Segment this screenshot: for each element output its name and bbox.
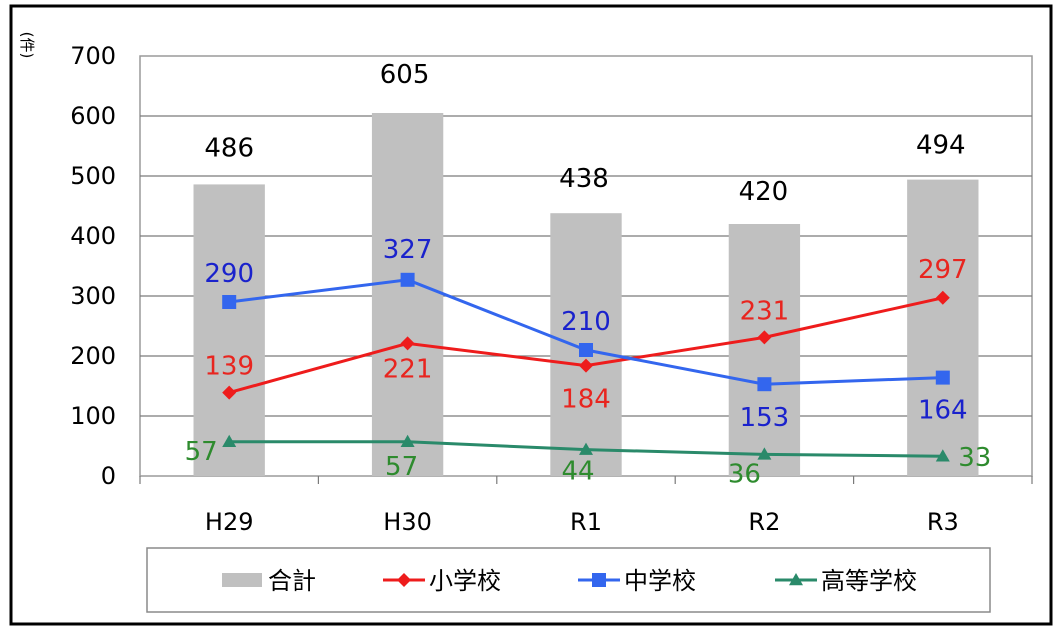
- marker-小学校-R3: [935, 290, 950, 305]
- legend-marker-高等学校: [789, 573, 803, 586]
- y-tick-label: 200: [70, 342, 116, 370]
- legend-label-中学校: 中学校: [624, 567, 696, 595]
- bars: [193, 113, 979, 476]
- legend-box: [146, 547, 991, 613]
- data-label-高等学校: 57: [185, 437, 218, 467]
- bar-total-H30: [371, 113, 444, 476]
- data-label-中学校: 153: [740, 403, 790, 433]
- marker-小学校-R2: [757, 330, 772, 345]
- x-tick-label: R2: [748, 508, 780, 536]
- legend-marker-中学校: [592, 573, 606, 587]
- bar-total-R2: [728, 224, 801, 476]
- legend-label-高等学校: 高等学校: [821, 567, 917, 595]
- marker-中学校-H30: [400, 272, 415, 287]
- data-label-合計: 420: [739, 177, 789, 207]
- marker-高等学校-R2: [757, 447, 772, 460]
- legend: 合計 小学校 中学校 高等学校: [222, 567, 917, 595]
- data-labels: 486 605 438 420 494 139 221 184 231 297 290 327 210 1…: [185, 60, 992, 489]
- legend-label-小学校: 小学校: [429, 567, 501, 595]
- marker-中学校-R2: [757, 377, 772, 392]
- x-tick-label: R3: [927, 508, 959, 536]
- marker-小学校-H29: [222, 385, 237, 400]
- marker-高等学校-H30: [400, 434, 415, 448]
- data-label-合計: 494: [916, 131, 966, 161]
- data-label-合計: 486: [204, 133, 254, 163]
- x-tick-label: H29: [205, 508, 254, 536]
- legend-marker-小学校: [397, 573, 411, 587]
- data-label-中学校: 290: [204, 259, 254, 289]
- y-tick-label: 600: [70, 102, 116, 130]
- marker-中学校-H29: [222, 295, 237, 309]
- markers: [222, 272, 950, 462]
- marker-中学校-R1: [579, 343, 593, 357]
- data-label-中学校: 164: [918, 396, 968, 426]
- data-label-合計: 605: [380, 60, 430, 90]
- marker-中学校-R3: [935, 370, 950, 385]
- axes: 0 100 200 300 400 500 600 700 H29 H30 R1 R2 R3: [70, 42, 1033, 536]
- marker-高等学校-R1: [579, 442, 593, 455]
- y-tick-label: 500: [70, 162, 116, 190]
- marker-小学校-H30: [400, 336, 415, 351]
- data-label-高等学校: 44: [561, 457, 594, 487]
- data-label-高等学校: 33: [958, 443, 991, 473]
- x-tick-label: R1: [570, 508, 602, 536]
- data-label-高等学校: 36: [728, 459, 761, 489]
- data-label-小学校: 231: [740, 296, 790, 326]
- data-label-小学校: 139: [204, 352, 254, 382]
- marker-小学校-R1: [579, 358, 593, 373]
- data-label-中学校: 327: [383, 235, 433, 265]
- data-label-小学校: 297: [918, 255, 968, 285]
- data-label-中学校: 210: [561, 307, 611, 337]
- y-tick-label: 0: [101, 462, 116, 490]
- data-label-小学校: 221: [383, 354, 433, 384]
- legend-swatch-合計: [222, 573, 262, 587]
- y-tick-label: 400: [70, 222, 116, 250]
- marker-高等学校-R3: [935, 449, 950, 462]
- x-tick-label: H30: [383, 508, 432, 536]
- y-tick-label: 700: [70, 42, 116, 70]
- data-label-高等学校: 57: [385, 452, 418, 482]
- legend-label-合計: 合計: [268, 567, 316, 595]
- data-label-小学校: 184: [561, 385, 611, 415]
- y-unit-label: (件): [18, 32, 36, 59]
- marker-高等学校-H29: [222, 434, 237, 448]
- y-tick-label: 100: [70, 402, 116, 430]
- bar-total-R3: [907, 179, 979, 476]
- y-tick-label: 300: [70, 282, 116, 310]
- bar-total-H29: [193, 184, 265, 476]
- data-label-合計: 438: [559, 164, 609, 194]
